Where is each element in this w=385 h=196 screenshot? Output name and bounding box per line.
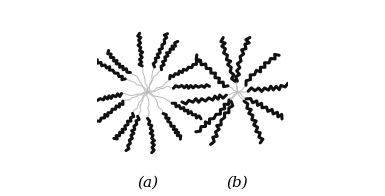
Text: (b): (b) — [226, 175, 248, 189]
Text: (a): (a) — [137, 175, 158, 189]
